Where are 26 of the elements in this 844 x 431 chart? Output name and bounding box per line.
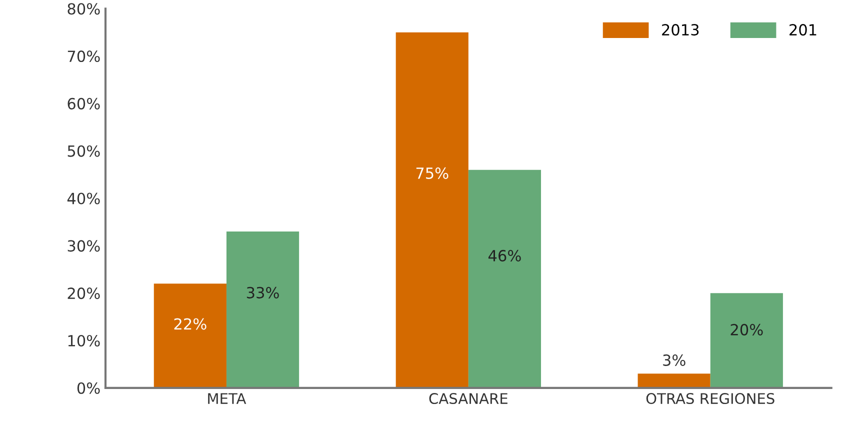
y-tick-label: 0% [77, 382, 100, 394]
x-tick-label: META [208, 393, 246, 404]
legend-label: 201 [790, 24, 816, 36]
data-label: 46% [488, 250, 521, 262]
bar [226, 231, 300, 388]
data-label: 20% [730, 324, 763, 336]
y-tick-label: 60% [68, 98, 100, 110]
y-tick-label: 50% [68, 145, 100, 157]
y-tick-label: 10% [68, 334, 100, 347]
data-label: 22% [174, 318, 206, 330]
data-label: 75% [416, 167, 448, 179]
data-label: 3% [663, 354, 686, 366]
y-tick-label: 70% [68, 50, 100, 62]
legend-label: 2013 [662, 24, 699, 36]
bar [396, 32, 468, 388]
x-tick-label: OTRAS REGIONES [646, 393, 774, 404]
y-tick-label: 30% [68, 240, 100, 252]
bar [468, 170, 542, 388]
y-tick-label: 80% [68, 3, 100, 15]
bar [710, 293, 783, 388]
bar [638, 374, 710, 388]
x-tick-label: CASANARE [429, 393, 508, 404]
data-label: 33% [246, 286, 279, 298]
y-tick-label: 20% [68, 288, 100, 300]
y-tick-label: 40% [67, 192, 100, 204]
bar [154, 284, 226, 388]
